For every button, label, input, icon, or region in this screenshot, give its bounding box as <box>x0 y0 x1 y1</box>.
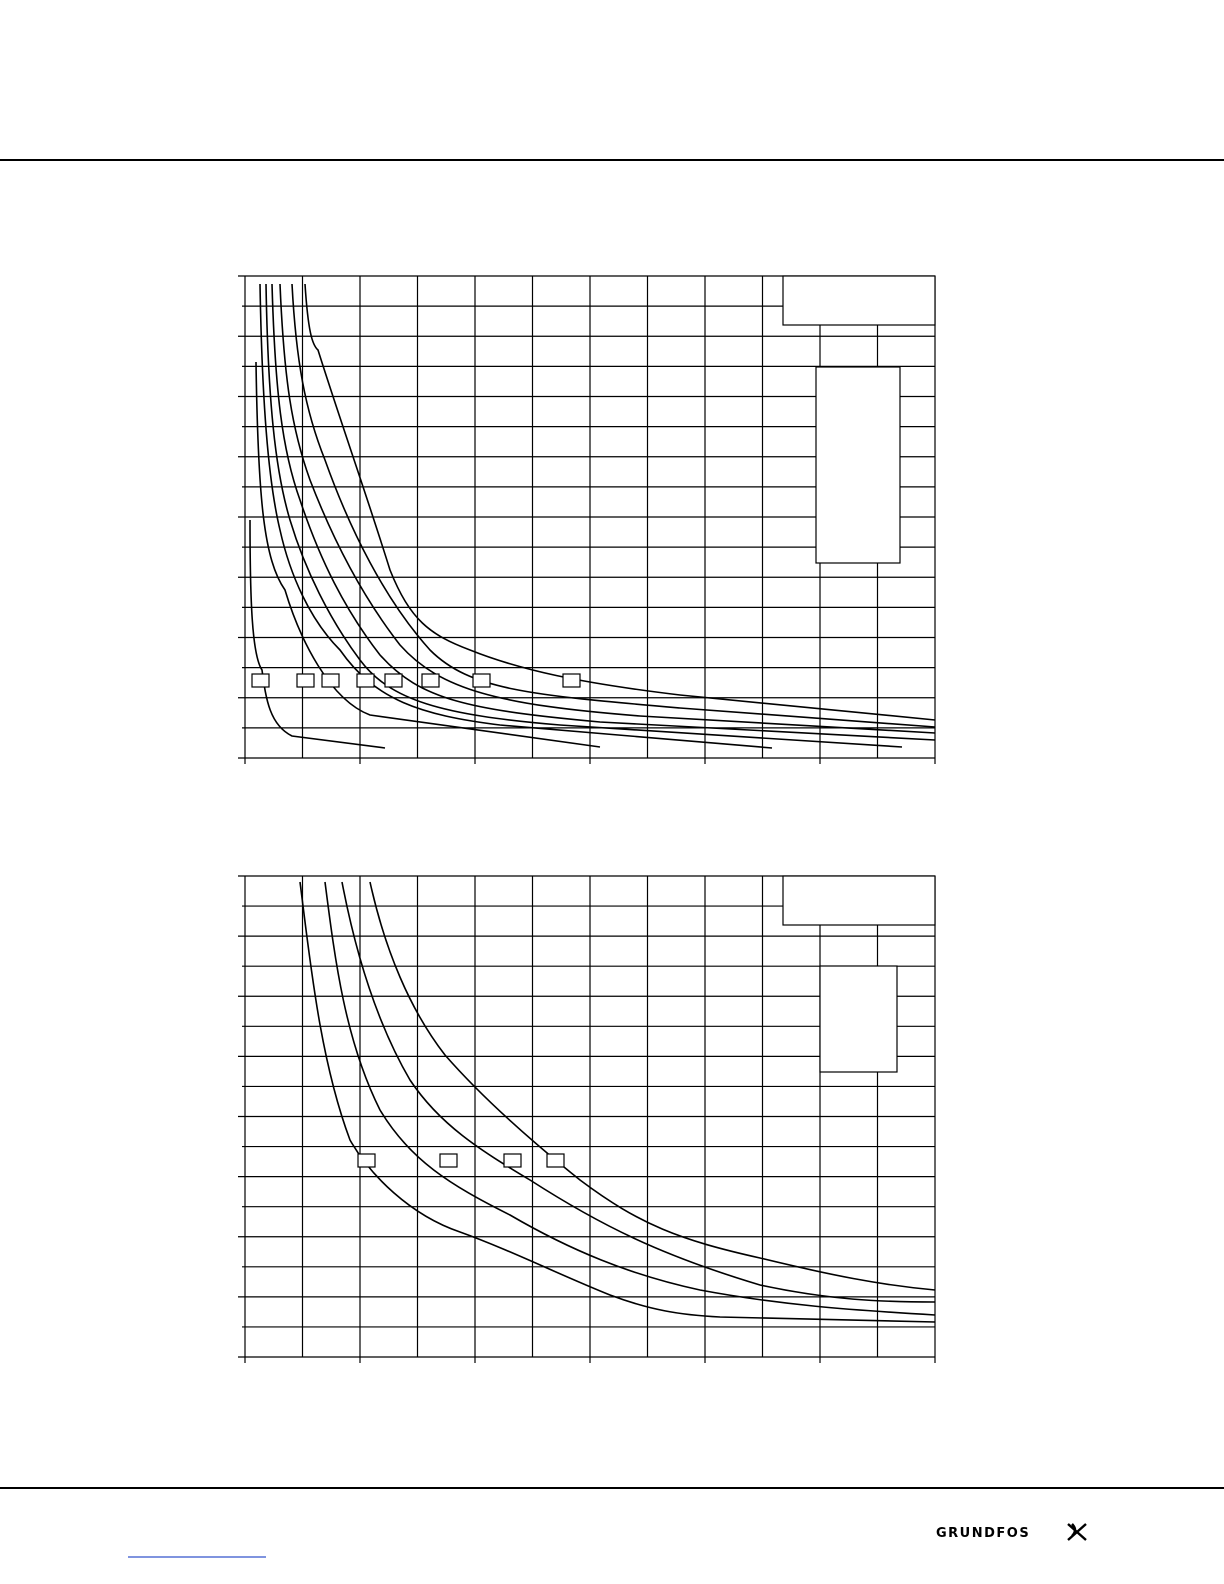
graph-1-curves <box>249 283 936 749</box>
logo-text: GRUNDFOS <box>936 1526 1030 1541</box>
graph-1-grid <box>238 275 936 764</box>
logo-mark <box>1067 1523 1087 1541</box>
graph-2-curve-tags <box>357 1153 565 1168</box>
graph-2-curves <box>299 881 936 1323</box>
legend-panel <box>819 965 898 1073</box>
legend-box <box>782 875 936 926</box>
legend-panel <box>815 366 901 564</box>
legend-box <box>782 275 936 326</box>
graph-1-curve-tags <box>251 673 581 688</box>
